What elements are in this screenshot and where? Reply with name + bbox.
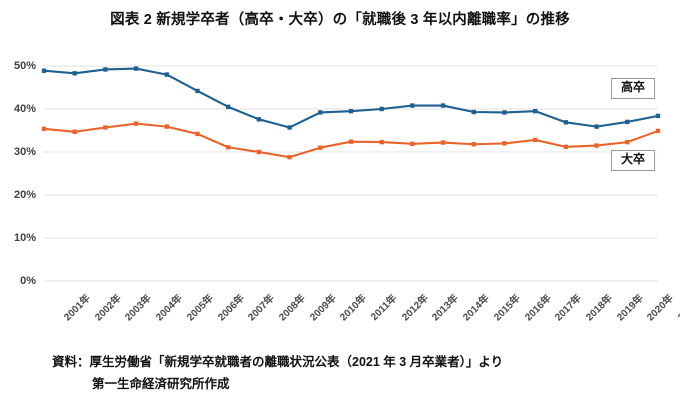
data-point-marker bbox=[195, 88, 200, 94]
data-point-marker bbox=[72, 71, 77, 76]
series-group bbox=[41, 66, 661, 160]
data-point-marker bbox=[103, 125, 108, 130]
data-point-marker bbox=[410, 103, 415, 108]
data-point-marker bbox=[563, 120, 569, 125]
y-axis-tick-label: 10% bbox=[13, 232, 36, 244]
data-point-marker bbox=[348, 108, 354, 114]
data-point-marker bbox=[563, 144, 569, 150]
footnote-line-2: 第一生命経済研究所作成 bbox=[92, 376, 230, 391]
data-point-marker bbox=[72, 129, 77, 134]
data-point-marker bbox=[195, 131, 200, 137]
data-point-marker bbox=[226, 145, 231, 150]
data-point-marker bbox=[502, 141, 507, 146]
y-axis-tick-label: 30% bbox=[13, 146, 36, 158]
data-point-marker bbox=[164, 72, 169, 77]
data-point-marker bbox=[41, 68, 47, 73]
data-point-marker bbox=[594, 143, 599, 148]
y-axis-tick-label: 0% bbox=[20, 275, 36, 287]
source-footnote: 資料：厚生労働省「新規学卒就職者の離職状況公表（2021 年 3 月卒業者）」よ… bbox=[52, 352, 662, 396]
data-point-marker bbox=[287, 125, 292, 130]
data-point-marker bbox=[625, 119, 630, 125]
data-point-marker bbox=[533, 108, 538, 114]
legend-item-university: 大卒 bbox=[611, 150, 656, 171]
data-point-marker bbox=[379, 106, 384, 112]
data-point-marker bbox=[594, 124, 599, 129]
y-axis-tick-label: 50% bbox=[13, 60, 36, 72]
data-point-marker bbox=[164, 124, 169, 129]
data-point-marker bbox=[348, 139, 354, 144]
data-point-marker bbox=[440, 140, 446, 145]
data-point-marker bbox=[410, 141, 415, 147]
data-point-marker bbox=[103, 67, 108, 72]
data-point-marker bbox=[226, 104, 231, 110]
data-point-marker bbox=[133, 66, 139, 71]
data-point-marker bbox=[440, 103, 446, 108]
data-point-marker bbox=[133, 121, 139, 126]
chart-title: 図表 2 新規学卒者（高卒・大卒）の「就職後 3 年以内離職率」の推移 bbox=[110, 12, 570, 28]
data-point-marker bbox=[318, 145, 323, 150]
data-point-marker bbox=[471, 109, 476, 115]
y-axis-tick-label: 40% bbox=[13, 103, 36, 115]
data-point-marker bbox=[655, 113, 661, 119]
gridlines-group bbox=[44, 65, 658, 282]
y-axis-tick-label: 20% bbox=[13, 189, 36, 201]
line-chart-svg bbox=[41, 65, 661, 282]
data-point-marker bbox=[256, 149, 262, 155]
data-point-marker bbox=[502, 110, 507, 115]
data-point-marker bbox=[379, 139, 384, 145]
data-point-marker bbox=[655, 128, 661, 134]
data-point-marker bbox=[41, 126, 47, 131]
data-point-marker bbox=[318, 110, 323, 115]
series-line-高卒 bbox=[42, 67, 660, 129]
data-point-marker bbox=[471, 142, 476, 147]
data-point-marker bbox=[287, 154, 292, 160]
data-point-marker bbox=[256, 117, 262, 122]
footnote-line-1: 資料：厚生労働省「新規学卒就職者の離職状況公表（2021 年 3 月卒業者）」よ… bbox=[52, 355, 504, 369]
data-point-marker bbox=[533, 137, 538, 143]
data-point-marker bbox=[625, 139, 630, 145]
legend-item-high-school: 高卒 bbox=[611, 78, 656, 99]
plot-area: 0% 10% 20% 30% 40% 50% 2001年 2002年 2003年 2004年 20… bbox=[0, 50, 680, 340]
